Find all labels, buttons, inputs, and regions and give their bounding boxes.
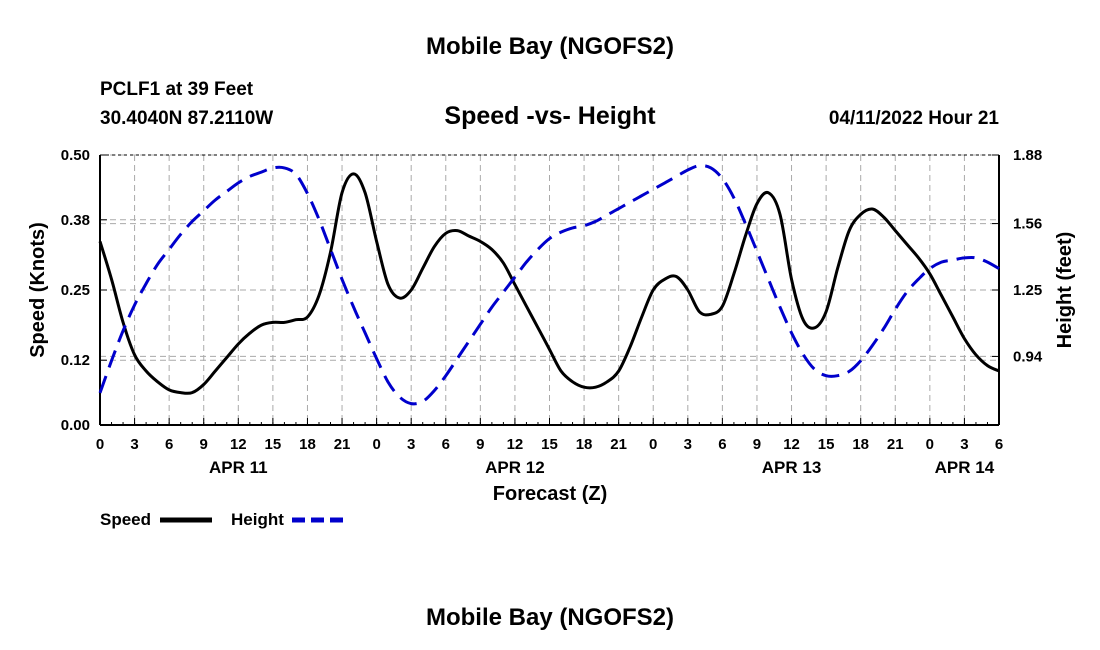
x-tick-label: 0 [649,436,657,453]
x-tick-label: 6 [995,436,1003,453]
x-tick-label: 3 [684,436,692,453]
height-series-line [98,164,1000,406]
y-tick-label-left: 0.38 [61,212,90,229]
x-date-label: APR 13 [762,458,822,477]
x-date-label: APR 14 [935,458,995,477]
data-series [98,164,1000,406]
x-tick-label: 3 [130,436,138,453]
chart-main-title: Mobile Bay (NGOFS2) [426,33,674,60]
x-tick-label: 12 [230,436,247,453]
x-tick-label: 15 [541,436,558,453]
forecast-timestamp: 04/11/2022 Hour 21 [829,108,999,129]
y-tick-label-right: 0.94 [1013,348,1043,365]
x-date-label: APR 11 [209,458,268,477]
axis-ticks: 0 3 6 9 12 15 18 21 0 3 6 9 12 15 18 21 0 3 6 9 12 15 18 21 0 3 6 0… [61,147,1043,477]
x-tick-label: 18 [852,436,869,453]
x-tick-label: 12 [507,436,524,453]
y-tick-label-left: 0.00 [61,417,90,434]
station-coords: 30.4040N 87.2110W [100,108,273,129]
x-tick-label: 21 [610,436,627,453]
y-tick-label-right: 1.56 [1013,216,1042,233]
x-axis-title: Forecast (Z) [493,483,607,505]
x-tick-label: 6 [442,436,450,453]
speed-series-line [98,172,1000,395]
y-axis-title-right: Height (feet) [1054,232,1076,349]
y-tick-label-left: 0.50 [61,147,90,164]
x-tick-label: 18 [576,436,593,453]
x-tick-label: 9 [476,436,484,453]
x-tick-label: 21 [887,436,904,453]
y-tick-label-left: 0.12 [61,352,90,369]
x-date-label: APR 12 [485,458,545,477]
y-tick-label-right: 1.88 [1013,147,1042,164]
x-tick-label: 18 [299,436,316,453]
x-tick-label: 3 [960,436,968,453]
x-tick-label: 0 [372,436,380,453]
x-tick-label: 0 [926,436,934,453]
x-tick-label: 9 [753,436,761,453]
y-tick-label-left: 0.25 [61,282,90,299]
footer-title: Mobile Bay (NGOFS2) [426,604,674,631]
x-tick-label: 6 [718,436,726,453]
chart-subtitle: Speed -vs- Height [444,102,656,130]
x-tick-label: 3 [407,436,415,453]
x-tick-label: 12 [783,436,800,453]
x-tick-label: 21 [334,436,351,453]
x-tick-label: 0 [96,436,104,453]
x-tick-label: 15 [818,436,835,453]
grid [100,154,999,425]
legend: Speed Height [100,510,344,529]
legend-height-label: Height [231,510,284,529]
x-tick-label: 6 [165,436,173,453]
y-axis-title-left: Speed (Knots) [27,222,49,358]
x-tick-label: 9 [200,436,208,453]
station-label: PCLF1 at 39 Feet [100,79,254,100]
x-tick-label: 15 [265,436,282,453]
legend-speed-label: Speed [100,510,151,529]
y-tick-label-right: 1.25 [1013,282,1042,299]
